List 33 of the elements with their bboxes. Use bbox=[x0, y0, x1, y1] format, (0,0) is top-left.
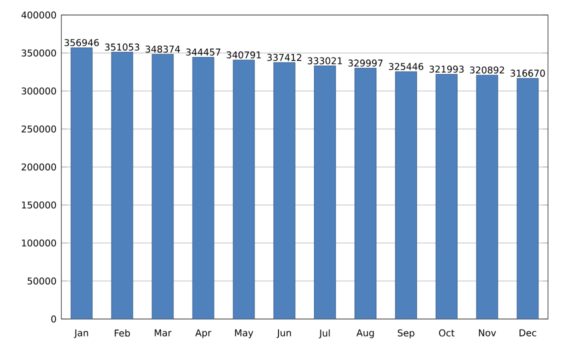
data-label: 329997 bbox=[348, 60, 383, 67]
x-tick-label: Apr bbox=[195, 329, 212, 338]
x-tick-label: Feb bbox=[114, 329, 130, 337]
x-tick-label: Sep bbox=[398, 329, 414, 338]
x-tick-label: Oct bbox=[439, 329, 454, 336]
x-tick-label: Mar bbox=[154, 329, 172, 336]
x-tick-label: Nov bbox=[478, 329, 496, 336]
data-label: 337412 bbox=[267, 54, 302, 61]
y-tick-label: 200000 bbox=[22, 163, 56, 171]
data-label: 340791 bbox=[226, 51, 261, 58]
y-tick-label: 250000 bbox=[22, 125, 56, 133]
x-tick-label: Jul bbox=[318, 329, 330, 338]
x-tick-label: Dec bbox=[520, 329, 536, 336]
y-tick-label: 350000 bbox=[22, 49, 56, 57]
y-tick-label: 0 bbox=[51, 315, 56, 323]
y-tick-label: 50000 bbox=[28, 277, 56, 285]
x-tick-label: May bbox=[235, 329, 254, 338]
data-label: 316670 bbox=[510, 70, 545, 77]
x-tick-label: Jun bbox=[276, 329, 291, 338]
x-tick-label: Jan bbox=[74, 329, 88, 338]
data-label: 320892 bbox=[470, 66, 504, 74]
y-tick-label: 300000 bbox=[22, 87, 56, 95]
data-label: 356946 bbox=[64, 39, 99, 46]
data-label: 325446 bbox=[388, 63, 424, 70]
data-label: 351053 bbox=[105, 44, 140, 51]
y-tick-label: 150000 bbox=[22, 201, 56, 209]
y-tick-label: 100000 bbox=[22, 239, 56, 247]
data-label: 333021 bbox=[308, 57, 342, 64]
y-tick-label: 400000 bbox=[21, 11, 56, 19]
x-tick-label: Aug bbox=[356, 329, 374, 338]
data-label: 321993 bbox=[430, 66, 464, 73]
data-label: 348374 bbox=[146, 46, 180, 53]
data-label: 344457 bbox=[186, 48, 220, 56]
